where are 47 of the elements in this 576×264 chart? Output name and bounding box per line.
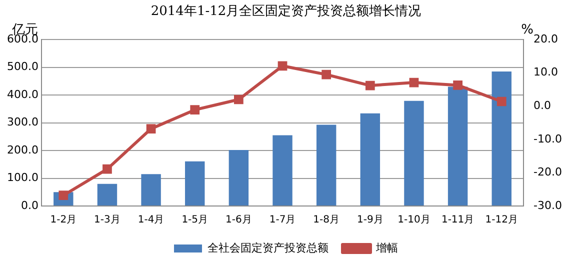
bar — [97, 184, 118, 206]
x-tick-label: 1-5月 — [182, 214, 208, 226]
bar — [448, 86, 468, 206]
y-tick-label: 300.0 — [6, 116, 38, 129]
y-tick-label: 0.0 — [20, 198, 38, 212]
y-tick-label: 400.0 — [6, 88, 38, 101]
bar — [316, 124, 336, 206]
point — [234, 94, 244, 104]
x-tick-label: 1-8月 — [313, 214, 340, 226]
bar — [492, 71, 512, 206]
point — [409, 78, 419, 88]
point — [146, 124, 156, 134]
x-tick-label: 1-10月 — [398, 214, 430, 226]
bar — [141, 174, 161, 206]
legend-label: 增幅 — [375, 241, 398, 254]
y2-tick-label: 20.0 — [534, 32, 558, 46]
y-tick-label: 200.0 — [6, 143, 38, 156]
bar — [228, 150, 249, 206]
x-tick-label: 1-3月 — [94, 214, 120, 226]
x-tick-label: 1-4月 — [138, 214, 164, 226]
x-tick-label: 1-6月 — [226, 214, 252, 226]
y-tick-label: 500.0 — [6, 60, 38, 74]
point — [102, 164, 112, 174]
x-tick-label: 1-11月 — [441, 214, 474, 226]
x-tick-label: 1-2月 — [50, 214, 77, 226]
bar — [404, 100, 424, 206]
bar — [185, 161, 205, 206]
x-tick-label: 1-9月 — [356, 214, 384, 226]
bar — [272, 135, 292, 206]
point — [322, 70, 332, 80]
y2-axis-title: % — [521, 22, 534, 38]
y2-tick-label: -20.0 — [534, 166, 562, 179]
point — [190, 105, 200, 115]
point — [278, 61, 288, 71]
y2-tick-label: 0.0 — [534, 99, 552, 112]
point — [453, 80, 462, 90]
y2-tick-label: 10.0 — [534, 66, 558, 79]
legend-label: 全社会固定资产投资总额 — [208, 241, 328, 254]
x-tick-label: 1-12月 — [485, 214, 518, 226]
y2-tick-label: -30.0 — [534, 198, 562, 212]
x-tick-label: 1-7月 — [269, 214, 296, 226]
point — [365, 80, 375, 90]
chart-title: 2014年1-12月全区固定资产投资总额增长情况 — [150, 4, 422, 20]
bar — [360, 113, 380, 206]
y-tick-label: 100.0 — [6, 171, 38, 184]
point — [496, 96, 506, 106]
y2-tick-label: -10.0 — [534, 132, 562, 146]
